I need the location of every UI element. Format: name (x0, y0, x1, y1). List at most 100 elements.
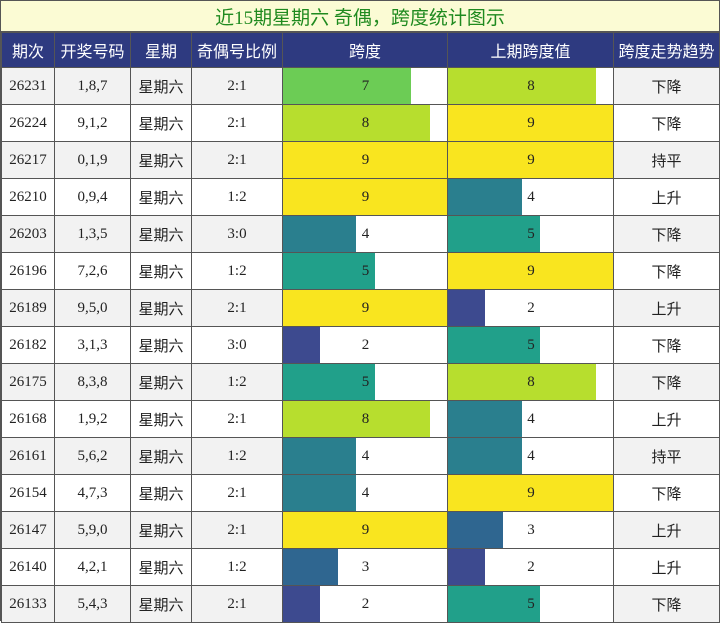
ratio-cell: 2:1 (191, 104, 283, 142)
weekday-cell: 星期六 (130, 548, 192, 586)
ratio-cell: 2:1 (191, 511, 283, 549)
numbers-cell: 5,6,2 (54, 437, 131, 475)
table-row: 26168 1,9,2 星期六 2:1 8 4 上升 (1, 400, 720, 438)
prev-span-cell: 2 (447, 548, 614, 586)
span-cell: 7 (282, 67, 448, 105)
prev-span-value-label: 3 (527, 521, 535, 538)
span-value-label: 9 (361, 299, 370, 316)
span-cell: 4 (282, 437, 448, 475)
period-cell: 26147 (1, 511, 55, 549)
table-row: 26224 9,1,2 星期六 2:1 8 9 下降 (1, 104, 720, 142)
prev-span-value-label: 9 (527, 114, 535, 131)
ratio-cell: 1:2 (191, 363, 283, 401)
span-cell: 2 (282, 585, 448, 623)
period-cell: 26168 (1, 400, 55, 438)
span-cell: 9 (282, 511, 448, 549)
numbers-cell: 8,3,8 (54, 363, 131, 401)
prev-span-bar (448, 290, 485, 326)
prev-span-value-label: 9 (527, 151, 535, 168)
trend-cell: 下降 (613, 67, 720, 105)
numbers-cell: 1,8,7 (54, 67, 131, 105)
trend-cell: 下降 (613, 252, 720, 290)
table-row: 26182 3,1,3 星期六 3:0 2 5 下降 (1, 326, 720, 364)
prev-span-cell: 4 (447, 400, 614, 438)
table-row: 26140 4,2,1 星期六 1:2 3 2 上升 (1, 548, 720, 586)
trend-cell: 上升 (613, 511, 720, 549)
period-cell: 26203 (1, 215, 55, 253)
trend-cell: 上升 (613, 289, 720, 327)
table-row: 26217 0,1,9 星期六 2:1 9 9 持平 (1, 141, 720, 179)
prev-span-value-label: 8 (527, 77, 535, 94)
ratio-cell: 2:1 (191, 474, 283, 512)
span-cell: 8 (282, 104, 448, 142)
span-bar (283, 512, 447, 548)
period-cell: 26189 (1, 289, 55, 327)
prev-span-bar (448, 105, 613, 141)
header-trend: 跨度走势趋势 (613, 32, 720, 68)
table-row: 26147 5,9,0 星期六 2:1 9 3 上升 (1, 511, 720, 549)
header-ratio: 奇偶号比例 (191, 32, 283, 68)
trend-cell: 下降 (613, 215, 720, 253)
period-cell: 26133 (1, 585, 55, 623)
prev-span-value-label: 5 (527, 336, 535, 353)
header-period: 期次 (1, 32, 55, 68)
prev-span-bar (448, 586, 540, 622)
span-cell: 4 (282, 215, 448, 253)
prev-span-bar (448, 216, 540, 252)
numbers-cell: 1,9,2 (54, 400, 131, 438)
span-value-label: 2 (361, 336, 370, 353)
period-cell: 26140 (1, 548, 55, 586)
span-bar (283, 216, 356, 252)
header-prev-span: 上期跨度值 (447, 32, 614, 68)
header-row: 期次 开奖号码 星期 奇偶号比例 跨度 上期跨度值 跨度走势趋势 (1, 32, 720, 68)
prev-span-value-label: 9 (527, 484, 535, 501)
table-row: 26133 5,4,3 星期六 2:1 2 5 下降 (1, 585, 720, 623)
period-cell: 26210 (1, 178, 55, 216)
weekday-cell: 星期六 (130, 141, 192, 179)
numbers-cell: 1,3,5 (54, 215, 131, 253)
trend-cell: 持平 (613, 141, 720, 179)
prev-span-bar (448, 142, 613, 178)
table-body: 26231 1,8,7 星期六 2:1 7 8 下降 26224 9,1,2 星期六 2:1 8 9 下降… (1, 67, 720, 623)
prev-span-value-label: 5 (527, 225, 535, 242)
ratio-cell: 2:1 (191, 67, 283, 105)
span-bar (283, 364, 375, 400)
span-cell: 9 (282, 178, 448, 216)
period-cell: 26224 (1, 104, 55, 142)
prev-span-bar (448, 364, 596, 400)
prev-span-bar (448, 475, 613, 511)
span-value-label: 3 (361, 558, 370, 575)
weekday-cell: 星期六 (130, 585, 192, 623)
ratio-cell: 1:2 (191, 437, 283, 475)
weekday-cell: 星期六 (130, 67, 192, 105)
weekday-cell: 星期六 (130, 215, 192, 253)
prev-span-value-label: 9 (527, 262, 535, 279)
prev-span-cell: 5 (447, 585, 614, 623)
span-cell: 8 (282, 400, 448, 438)
weekday-cell: 星期六 (130, 437, 192, 475)
trend-cell: 持平 (613, 437, 720, 475)
prev-span-value-label: 5 (527, 595, 535, 612)
period-cell: 26217 (1, 141, 55, 179)
table-row: 26196 7,2,6 星期六 1:2 5 9 下降 (1, 252, 720, 290)
prev-span-cell: 5 (447, 215, 614, 253)
span-value-label: 7 (361, 77, 370, 94)
prev-span-bar (448, 401, 522, 437)
table-row: 26189 9,5,0 星期六 2:1 9 2 上升 (1, 289, 720, 327)
numbers-cell: 4,7,3 (54, 474, 131, 512)
weekday-cell: 星期六 (130, 511, 192, 549)
table-row: 26203 1,3,5 星期六 3:0 4 5 下降 (1, 215, 720, 253)
prev-span-cell: 4 (447, 437, 614, 475)
table-row: 26161 5,6,2 星期六 1:2 4 4 持平 (1, 437, 720, 475)
span-value-label: 5 (361, 373, 370, 390)
prev-span-cell: 4 (447, 178, 614, 216)
span-cell: 4 (282, 474, 448, 512)
prev-span-cell: 8 (447, 67, 614, 105)
table-row: 26231 1,8,7 星期六 2:1 7 8 下降 (1, 67, 720, 105)
table-row: 26154 4,7,3 星期六 2:1 4 9 下降 (1, 474, 720, 512)
span-value-label: 4 (361, 225, 370, 242)
period-cell: 26161 (1, 437, 55, 475)
prev-span-value-label: 2 (527, 558, 535, 575)
ratio-cell: 2:1 (191, 289, 283, 327)
prev-span-bar (448, 438, 522, 474)
